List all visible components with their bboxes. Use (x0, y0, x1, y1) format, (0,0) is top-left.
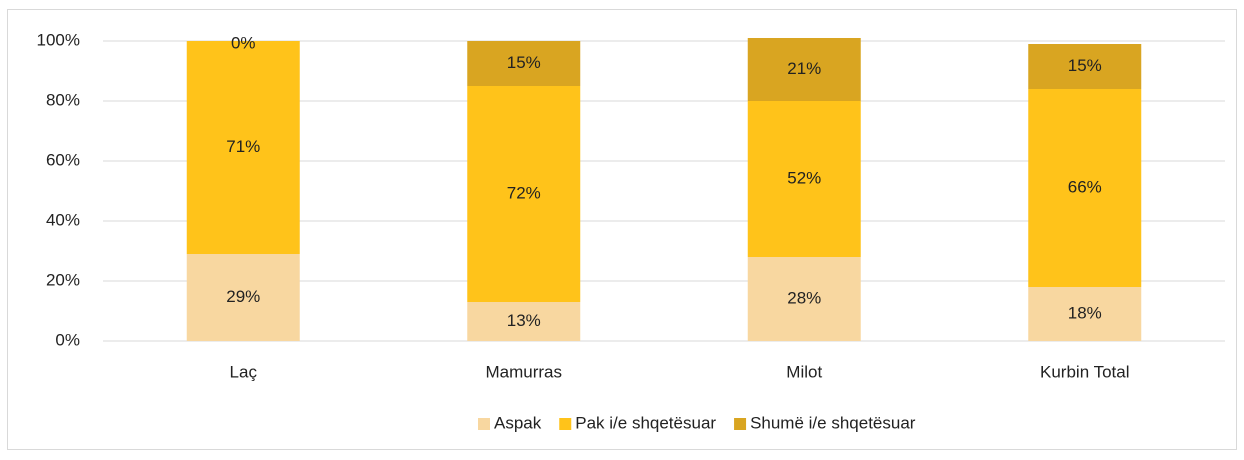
data-label: 18% (1068, 303, 1102, 322)
bar-segment (1028, 89, 1142, 287)
x-tick-label: Mamurras (485, 362, 562, 381)
bar-segment (1028, 287, 1142, 341)
data-label: 71% (226, 137, 260, 156)
data-label: 52% (787, 168, 821, 187)
data-label: 21% (787, 59, 821, 78)
data-label: 0% (231, 33, 256, 52)
data-label: 13% (507, 311, 541, 330)
y-tick-label: 100% (37, 30, 80, 49)
x-tick-label: Laç (230, 362, 258, 381)
bar-segment (467, 302, 581, 341)
legend-swatch (478, 418, 490, 430)
data-label: 66% (1068, 177, 1102, 196)
legend-label: Pak i/e shqetësuar (575, 413, 716, 432)
y-tick-label: 80% (46, 90, 80, 109)
x-tick-label: Kurbin Total (1040, 362, 1129, 381)
legend-label: Aspak (494, 413, 542, 432)
y-tick-label: 0% (55, 330, 80, 349)
bar-segment (467, 41, 581, 86)
bar-segment (186, 254, 300, 341)
x-tick-label: Milot (786, 362, 822, 381)
legend-swatch (559, 418, 572, 430)
data-label: 72% (507, 183, 541, 202)
y-tick-label: 20% (46, 270, 80, 289)
legend-label: Shumë i/e shqetësuar (750, 413, 916, 432)
bar-segment (747, 257, 861, 341)
bar-segment (747, 38, 861, 101)
data-label: 15% (507, 53, 541, 72)
y-tick-label: 60% (46, 150, 80, 169)
legend-swatch (734, 418, 747, 430)
bar-segment (467, 86, 581, 302)
y-tick-label: 40% (46, 210, 80, 229)
data-label: 15% (1068, 56, 1102, 75)
bar-segment (186, 41, 300, 254)
bar-segment (747, 101, 861, 257)
bar-segment (1028, 44, 1142, 89)
data-label: 29% (226, 287, 260, 306)
data-label: 28% (787, 288, 821, 307)
